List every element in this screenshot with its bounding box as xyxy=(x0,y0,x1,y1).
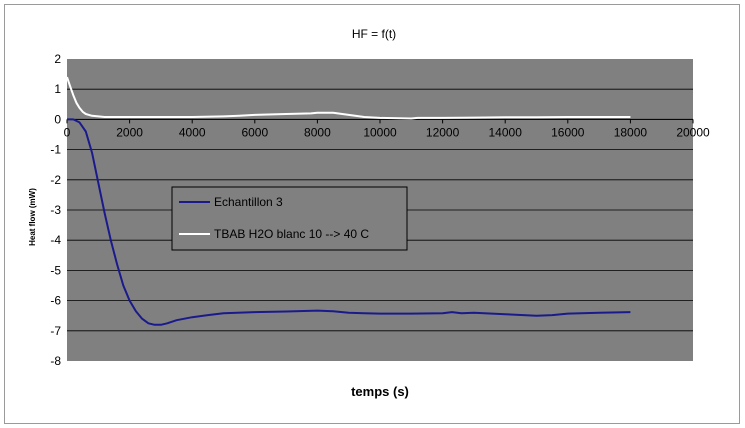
chart-title: HF = f(t) xyxy=(352,27,396,41)
y-tick-label: 0 xyxy=(54,112,61,126)
y-tick-label: -1 xyxy=(50,143,61,157)
x-tick-labels: 0 2000 4000 6000 8000 10000 12000 14000 16000 180… xyxy=(64,125,710,139)
y-tick-label: -3 xyxy=(50,203,61,217)
x-tick-label: 14000 xyxy=(489,125,523,139)
y-tick-labels: 2 1 0 -1 -2 -3 -4 -5 -6 -7 -8 xyxy=(50,52,61,368)
chart-svg: HF = f(t) 0 2000 4000 6000 8000 10000 12000 140… xyxy=(28,27,710,399)
x-axis-title: temps (s) xyxy=(351,384,409,399)
y-tick-label: -2 xyxy=(50,173,61,187)
x-tick-label: 18000 xyxy=(614,125,648,139)
x-tick-label: 16000 xyxy=(551,125,585,139)
y-tick-label: 2 xyxy=(54,52,61,66)
y-tick-label: 1 xyxy=(54,82,61,96)
legend-label-echantillon-3: Echantillon 3 xyxy=(214,195,283,209)
x-axis-line xyxy=(66,118,694,124)
y-tick-label: -5 xyxy=(50,263,61,277)
y-tick-label: -7 xyxy=(50,324,61,338)
x-tick-label: 4000 xyxy=(179,125,206,139)
y-tick-label: -6 xyxy=(50,294,61,308)
x-tick-label: 2000 xyxy=(116,125,143,139)
y-axis-title: Heat flow (mW) xyxy=(28,188,37,246)
series-lines xyxy=(66,76,631,326)
chart-frame: HF = f(t) 0 2000 4000 6000 8000 10000 12000 140… xyxy=(4,4,740,424)
series-line-0 xyxy=(67,118,631,326)
legend-box xyxy=(171,186,408,251)
legend: Echantillon 3 TBAB H2O blanc 10 --> 40 C xyxy=(171,186,408,251)
series-line-1 xyxy=(66,76,631,120)
x-tick-label: 10000 xyxy=(363,125,397,139)
x-tick-label: 0 xyxy=(64,125,71,139)
legend-label-tbab-h2o: TBAB H2O blanc 10 --> 40 C xyxy=(214,227,369,241)
y-tick-label: -8 xyxy=(50,354,61,368)
x-tick-label: 8000 xyxy=(304,125,331,139)
y-tick-label: -4 xyxy=(50,233,61,247)
x-tick-label: 12000 xyxy=(426,125,460,139)
x-tick-label: 20000 xyxy=(676,125,710,139)
x-tick-label: 6000 xyxy=(241,125,268,139)
